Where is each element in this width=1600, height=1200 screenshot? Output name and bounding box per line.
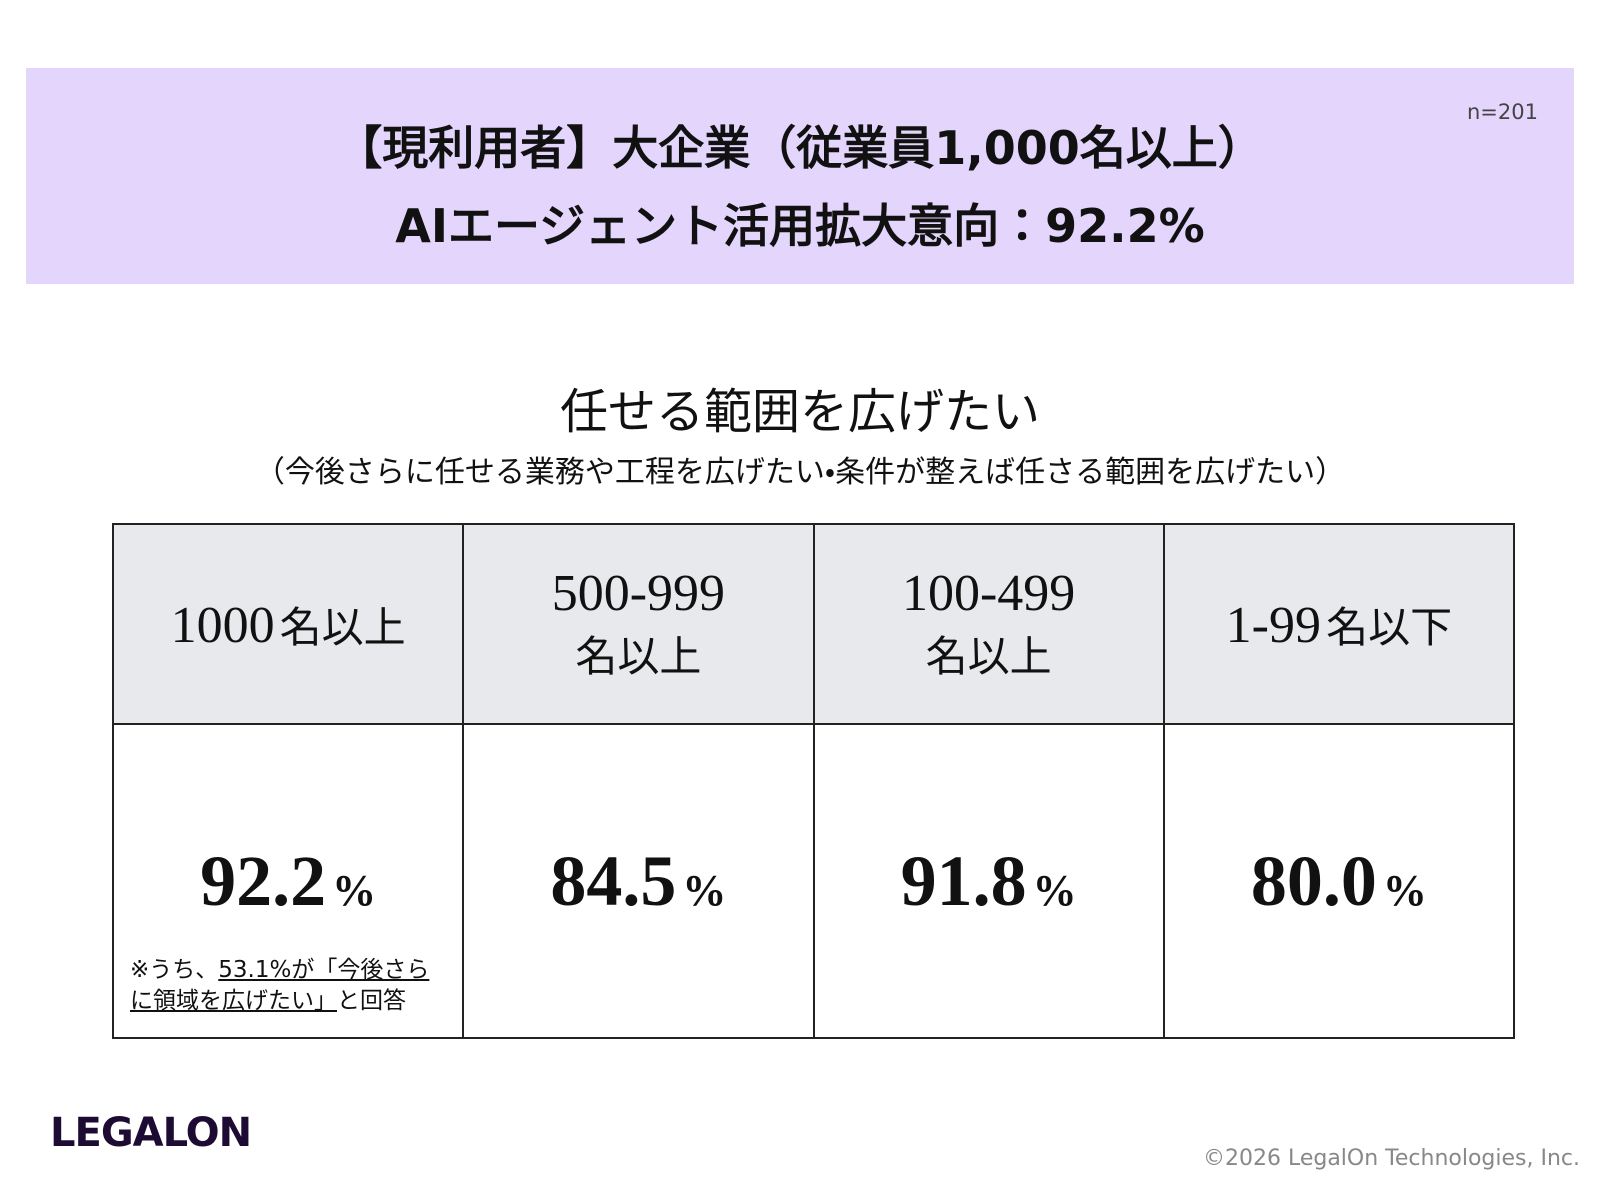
value-row: 92.2% ※うち、53.1%が「今後さらに領域を広げたい」と回答 84.5% 91.… <box>111 723 1516 1039</box>
value: 80.0 <box>1250 840 1377 921</box>
logo: LEGALON <box>50 1110 252 1156</box>
header-unit: 名以上 <box>925 632 1052 681</box>
value-cell: 80.0% <box>1162 723 1516 1039</box>
header-unit: 名以上 <box>575 632 702 681</box>
header-number: 500-999 <box>551 565 726 622</box>
value-unit: % <box>1032 865 1077 915</box>
note: ※うち、53.1%が「今後さらに領域を広げたい」と回答 <box>130 955 440 1017</box>
header-number: 1000 <box>170 596 275 654</box>
title: 【現利用者】大企業（従業員1,000名以上） <box>336 121 1264 175</box>
header-number: 100-499 <box>901 565 1076 622</box>
note-prefix: ※うち、 <box>130 957 219 983</box>
section-subtitle: （今後さらに任せる業務や工程を広げたい・条件が整えば任さる範囲を広げたい） <box>254 455 1346 490</box>
value-unit: % <box>332 865 377 915</box>
sample-size: n=201 <box>1467 100 1538 124</box>
header-cell: 1000 名以上 <box>111 523 465 725</box>
value-cell: 91.8% <box>812 723 1165 1039</box>
results-table: 1000 名以上 500-999 名以上 100-499 名以上 1-99 名以下 92.… <box>111 523 1516 1039</box>
value: 91.8 <box>900 840 1027 921</box>
value-unit: % <box>1382 865 1427 915</box>
note-suffix: と回答 <box>337 988 406 1014</box>
copyright: ©2026 LegalOn Technologies, Inc. <box>1202 1146 1580 1171</box>
header-row: 1000 名以上 500-999 名以上 100-499 名以上 1-99 名以下 <box>111 523 1516 725</box>
header-cell: 1-99 名以下 <box>1162 523 1516 725</box>
value-cell: 84.5% <box>462 723 815 1039</box>
header-unit: 名以下 <box>1326 602 1453 652</box>
header-cell: 100-499 名以上 <box>812 523 1165 725</box>
section-title: 任せる範囲を広げたい <box>559 384 1040 440</box>
note-underlined: 53.1%が「今後さらに領域を広げたい」 <box>130 957 430 1014</box>
title: AIエージェント活用拡大意向：92.2% <box>395 199 1205 253</box>
header-cell: 500-999 名以上 <box>462 523 815 725</box>
value-cell: 92.2% ※うち、53.1%が「今後さらに領域を広げたい」と回答 <box>111 723 465 1039</box>
value: 84.5 <box>550 840 677 921</box>
header-band: 【現利用者】大企業（従業員1,000名以上） AIエージェント活用拡大意向：92… <box>26 68 1574 284</box>
value: 92.2 <box>200 840 327 921</box>
header-unit: 名以上 <box>279 602 406 652</box>
header-number: 1-99 <box>1225 596 1321 654</box>
value-unit: % <box>682 865 727 915</box>
